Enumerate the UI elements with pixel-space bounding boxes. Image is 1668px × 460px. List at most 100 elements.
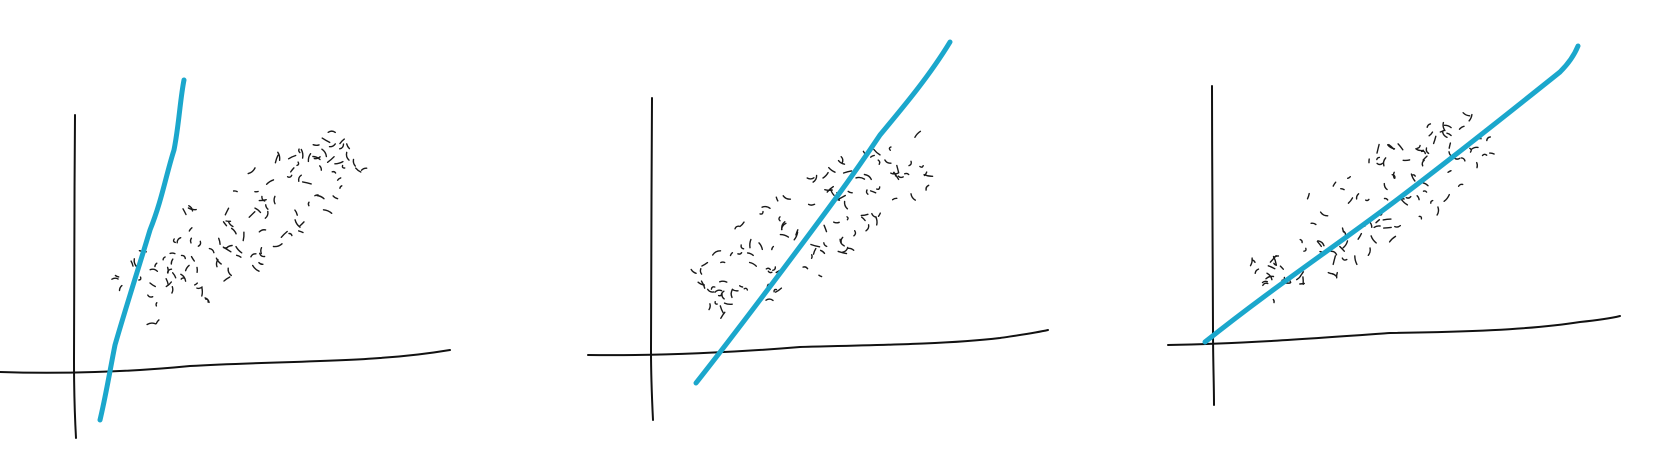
panel-1-scatter-point: [184, 264, 190, 272]
panel-2-scatter-point: [842, 170, 853, 174]
panel-1-scatter-point: [196, 286, 203, 290]
panel-1-scatter-point: [312, 155, 321, 161]
panel-3-scatter-point: [1489, 152, 1495, 155]
panel-2-scatter-point: [730, 288, 734, 299]
panel-1-scatter-point: [298, 230, 304, 234]
panel-2-scatter-point: [914, 130, 922, 138]
panel-2-scatter-point: [793, 231, 799, 241]
panel-1-scatter-point: [294, 219, 301, 228]
panel-1-scatter-point: [189, 237, 193, 244]
panel-2-scatter-point: [819, 249, 826, 255]
panel-2-scatter-point: [910, 193, 916, 201]
panel-2-scatter-point: [843, 200, 849, 210]
panel-1-scatter-point: [155, 302, 158, 307]
panel-1-scatter-point: [149, 282, 156, 288]
panel-1-scatter-point: [273, 195, 276, 205]
panel-2-scatter-point: [795, 229, 799, 236]
panel-2-scatter-point: [714, 301, 718, 305]
panel-3-scatter-point: [1382, 157, 1387, 167]
panel-1-scatter-point: [286, 174, 293, 178]
panel-1-scatter-point: [332, 195, 339, 200]
panel-3-scatter-point: [1405, 195, 1412, 199]
panel-1-scatter-point: [290, 167, 295, 173]
panel-2-scatter-point: [714, 289, 723, 293]
panel-1-scatter-point: [242, 231, 245, 242]
panel-2-scatter-point: [891, 197, 898, 201]
panel-3-scatter-point: [1375, 219, 1381, 224]
panel-1-scatter-point: [272, 243, 283, 248]
panel-3-scatter-point: [1446, 132, 1452, 137]
panel-1-scatter-point: [300, 148, 304, 159]
panel-3-scatter-point: [1316, 240, 1322, 248]
panel-1-scatter-point: [204, 297, 210, 304]
panel-1-scatter-point: [288, 232, 293, 237]
panel-2-scatter-point: [860, 213, 869, 217]
panel-1-scatter-point: [224, 207, 230, 216]
panel-1-scatter-point: [169, 252, 176, 255]
panel-3-scatter-point: [1382, 218, 1392, 221]
panel-1-scatter-point: [201, 286, 204, 297]
panel-1-scatter-point: [232, 190, 238, 193]
panel-3-scatter-point: [1402, 159, 1411, 162]
panel-1-scatter-point: [355, 167, 362, 173]
panel-2-scatter-point: [806, 177, 815, 180]
panel-2-scatter-point: [697, 281, 705, 286]
panel-2-scatter-point: [729, 252, 734, 257]
panel-2-scatter-point: [822, 171, 829, 179]
panel-3-scatter-point: [1411, 174, 1416, 177]
panel-2-scatter-point: [719, 280, 728, 283]
panel-2-scatter-point: [765, 298, 774, 302]
panel-3-scatter-point: [1341, 257, 1348, 261]
panel-1-scatter-point: [259, 252, 266, 258]
panel-1-scatter-point: [360, 167, 368, 171]
panel-2-scatter-point: [884, 159, 892, 164]
panel-3-scatter-point: [1418, 215, 1423, 220]
panel-1-scatter-point: [299, 221, 305, 227]
panel-1-scatter-point: [307, 153, 312, 163]
panel-1-scatter-point: [155, 319, 160, 325]
panel-2-scatter-point: [719, 305, 725, 314]
panel-3-scatter-point: [1415, 148, 1425, 152]
panel-2-scatter-point: [847, 190, 853, 194]
panel-1-scatter-point: [287, 154, 297, 160]
panel-1-scatter-point: [194, 282, 198, 286]
panel-1-scatter-point: [197, 240, 202, 247]
panel-3-scatter-point: [1267, 265, 1276, 270]
panel-1-scatter-point: [252, 264, 260, 272]
panel-3-scatter-point: [1331, 273, 1337, 277]
panel-3-fit-line: [1202, 43, 1581, 345]
panel-1-scatter-point: [114, 274, 120, 278]
panel-2-scatter-point: [701, 261, 709, 267]
panel-2-scatter-point: [876, 186, 881, 190]
panel-2-scatter-point: [925, 184, 930, 191]
panel-3-scatter-point: [1476, 161, 1479, 169]
panel-3-scatter-point: [1354, 255, 1358, 266]
panel-2-x-axis: [587, 329, 1049, 357]
panel-2-scatter-point: [828, 166, 836, 173]
panel-3-scatter-point: [1299, 271, 1305, 277]
panel-2-scatter-point: [721, 293, 725, 300]
panel-3-y-axis: [1211, 85, 1215, 406]
panel-1-scatter-point: [118, 284, 123, 292]
panel-1-scatter-point: [312, 144, 320, 146]
panel-3-scatter-point: [1383, 226, 1392, 229]
panel-1-scatter-point: [322, 209, 333, 214]
panel-3-scatter-point: [1422, 182, 1429, 187]
panel-1-scatter-point: [180, 254, 186, 260]
panel-1-scatter-point: [260, 247, 263, 255]
panel-2-scatter-point: [875, 216, 878, 226]
panel-1-scatter-point: [297, 174, 302, 182]
panel-2-scatter-point: [710, 286, 716, 290]
panel-3-scatter-points: [1249, 112, 1495, 304]
panel-3-scatter-point: [1335, 271, 1338, 279]
panel-3-scatter-point: [1443, 124, 1452, 129]
panel-1-scatter-point: [172, 238, 176, 244]
panel-1-scatter-point: [218, 237, 221, 245]
panel-3-scatter-point: [1254, 268, 1260, 274]
panel-1-scatter-point: [171, 286, 174, 294]
panel-2-scatter-point: [853, 230, 857, 237]
panel-1-scatter-point: [334, 160, 344, 165]
panel-2-scatter-point: [749, 238, 752, 249]
panel-2-scatter-point: [746, 252, 754, 257]
panel-2-scatter-point: [836, 194, 846, 201]
